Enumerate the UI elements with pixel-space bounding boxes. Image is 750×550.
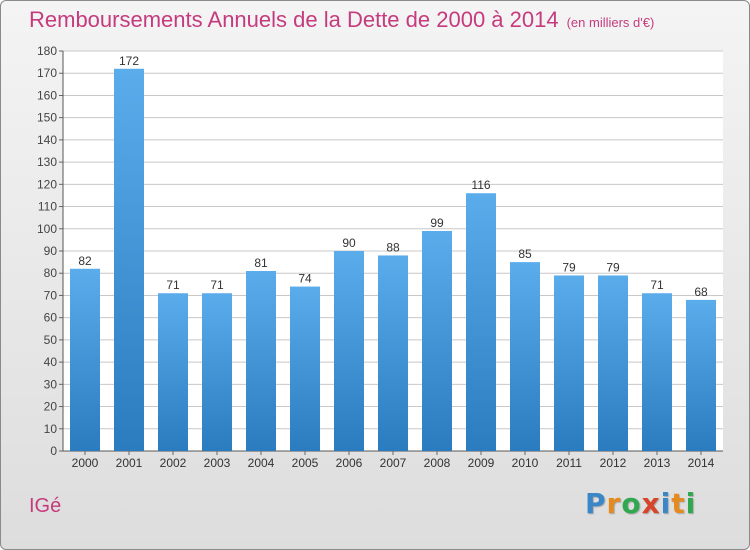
bar-value-label: 71 <box>166 278 180 292</box>
bar-value-label: 81 <box>254 256 268 270</box>
y-tick-label: 70 <box>44 288 58 302</box>
x-tick-label: 2000 <box>72 456 99 470</box>
chart-title: Remboursements Annuels de la Dette de 20… <box>29 7 654 33</box>
logo-letter: P <box>585 487 607 520</box>
bar-value-label: 172 <box>119 54 139 68</box>
bar-value-label: 79 <box>562 260 576 274</box>
x-tick-label: 2003 <box>204 456 231 470</box>
y-tick-label: 160 <box>37 88 57 102</box>
x-tick-label: 2004 <box>248 456 275 470</box>
logo-letter: i <box>685 487 697 520</box>
bar-value-label: 74 <box>298 272 312 286</box>
y-tick-label: 90 <box>44 244 58 258</box>
x-tick-label: 2005 <box>292 456 319 470</box>
y-tick-label: 0 <box>50 444 57 458</box>
y-tick-label: 80 <box>44 266 58 280</box>
bar-value-label: 99 <box>430 216 444 230</box>
x-tick-label: 2012 <box>600 456 627 470</box>
bar-2003 <box>202 293 232 451</box>
bar-value-label: 88 <box>386 240 400 254</box>
y-tick-label: 120 <box>37 177 57 191</box>
bar-2000 <box>70 268 100 451</box>
bar-2007 <box>378 255 408 451</box>
bar-2004 <box>246 271 276 451</box>
logo-letter: r <box>606 487 622 520</box>
bar-value-label: 79 <box>606 260 620 274</box>
bar-2006 <box>334 251 364 451</box>
bar-2010 <box>510 262 540 451</box>
y-tick-label: 170 <box>37 66 57 80</box>
bar-2014 <box>686 299 716 451</box>
bar-2012 <box>598 275 628 451</box>
commune-name: IGé <box>29 495 62 517</box>
bar-value-label: 82 <box>78 254 92 268</box>
bar-2005 <box>290 286 320 451</box>
bar-2002 <box>158 293 188 451</box>
x-tick-label: 2009 <box>468 456 495 470</box>
x-tick-label: 2007 <box>380 456 407 470</box>
y-tick-label: 180 <box>37 44 57 58</box>
bar-2008 <box>422 231 452 451</box>
logo-letter: o <box>621 487 642 520</box>
y-tick-label: 50 <box>44 333 58 347</box>
bar-2009 <box>466 193 496 451</box>
logo-letter: t <box>671 487 686 520</box>
y-tick-label: 150 <box>37 111 57 125</box>
x-tick-label: 2013 <box>644 456 671 470</box>
bar-value-label: 71 <box>650 278 664 292</box>
x-tick-label: 2014 <box>688 456 715 470</box>
y-tick-label: 40 <box>44 355 58 369</box>
x-tick-label: 2001 <box>116 456 143 470</box>
y-tick-label: 110 <box>38 200 57 214</box>
y-tick-label: 20 <box>44 400 58 414</box>
chart-title-text: Remboursements Annuels de la Dette de 20… <box>29 7 559 32</box>
logo-letter: x <box>641 487 661 520</box>
bar-value-label: 71 <box>210 278 224 292</box>
x-tick-label: 2008 <box>424 456 451 470</box>
y-tick-label: 140 <box>37 133 57 147</box>
proxiti-logo: Proxiti <box>585 487 696 520</box>
y-tick-label: 10 <box>44 422 58 436</box>
bar-2013 <box>642 293 672 451</box>
y-tick-label: 60 <box>44 311 58 325</box>
bar-2001 <box>114 68 144 452</box>
bar-value-label: 90 <box>342 236 356 250</box>
x-tick-label: 2011 <box>556 456 582 470</box>
bar-value-label: 85 <box>518 247 532 261</box>
x-tick-label: 2006 <box>336 456 363 470</box>
logo-letter: i <box>660 487 672 520</box>
y-tick-label: 130 <box>37 155 57 169</box>
bar-value-label: 68 <box>694 285 708 299</box>
x-tick-label: 2010 <box>512 456 539 470</box>
x-tick-label: 2002 <box>160 456 187 470</box>
bar-value-label: 116 <box>471 178 490 192</box>
chart-subtitle: (en milliers d'€) <box>566 15 655 30</box>
bar-2011 <box>554 275 584 451</box>
y-tick-label: 100 <box>37 222 57 236</box>
y-tick-label: 30 <box>44 377 58 391</box>
